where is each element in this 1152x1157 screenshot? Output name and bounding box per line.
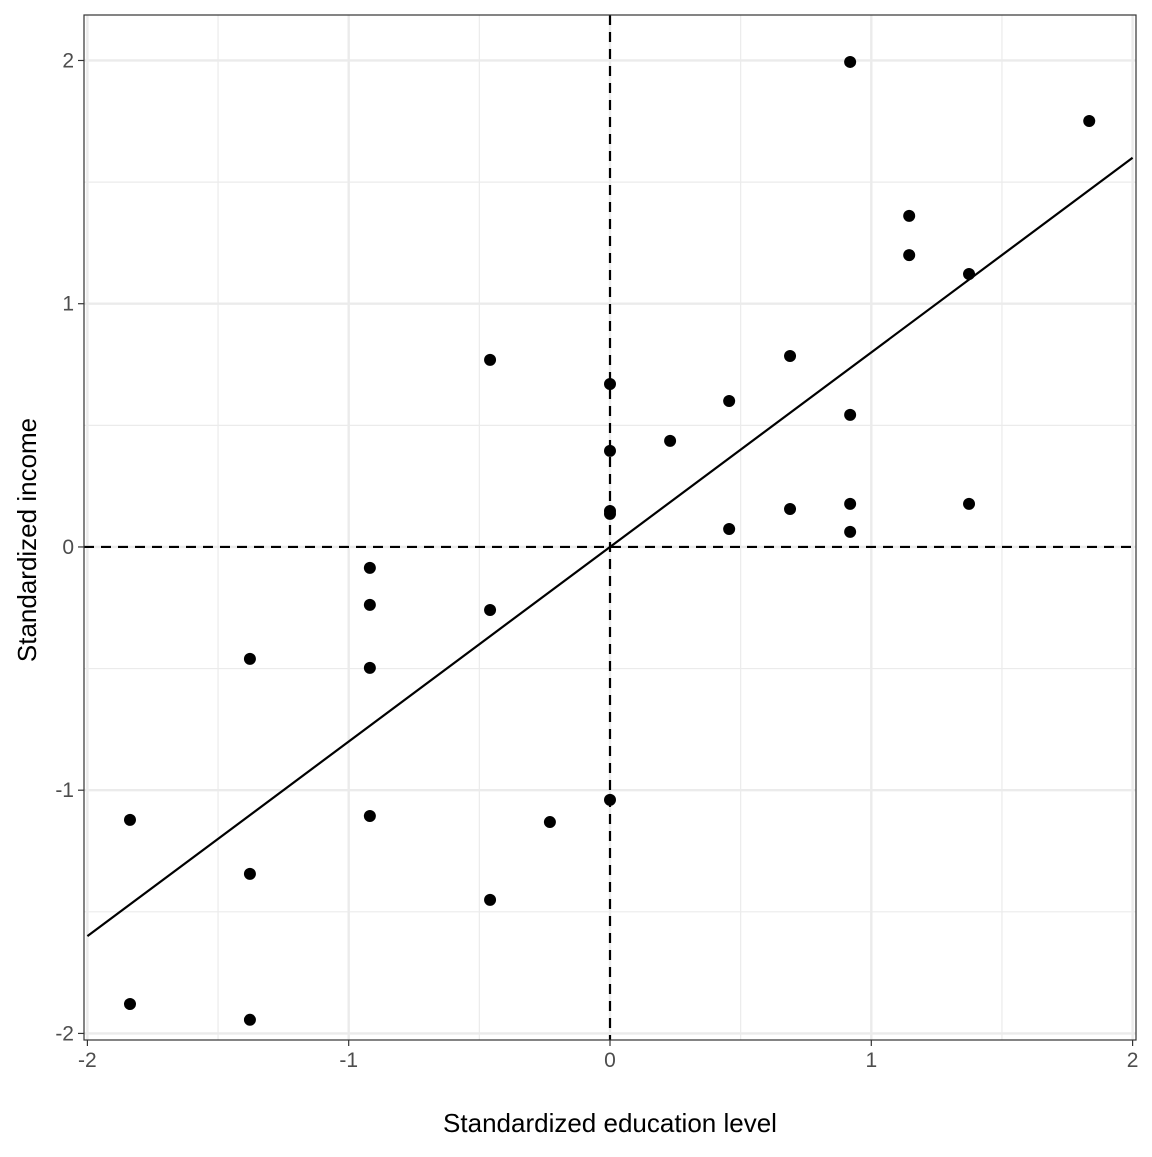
data-point (604, 377, 616, 390)
data-point (243, 1013, 256, 1026)
x-tick-label: -2 (78, 1049, 97, 1072)
data-point (604, 444, 616, 457)
data-point (1083, 115, 1096, 128)
x-tick-label: -1 (339, 1049, 358, 1072)
ticks: -2 -1 0 1 2 -2 -1 0 1 2 (55, 49, 1138, 1072)
data-point (844, 55, 857, 68)
data-point (844, 408, 857, 421)
reference-lines (84, 15, 1136, 1040)
x-axis-label: Standardized education level (443, 1108, 777, 1138)
data-point (484, 893, 497, 906)
data-point (963, 268, 976, 281)
data-point (363, 809, 376, 822)
y-axis-label: Standardized income (12, 418, 42, 662)
data-point (363, 661, 376, 674)
x-tick-label: 1 (865, 1049, 877, 1072)
regression-line (86, 156, 1134, 938)
y-tick-label: 1 (62, 293, 74, 316)
data-point (484, 353, 497, 366)
data-point (784, 350, 797, 363)
data-point (903, 249, 916, 262)
points (123, 55, 1096, 1026)
data-point (243, 652, 256, 665)
data-point (363, 598, 376, 611)
data-point (604, 507, 616, 520)
data-point (363, 561, 376, 574)
data-point (484, 603, 497, 616)
data-point (723, 522, 736, 535)
data-point (844, 525, 857, 538)
x-tick-label: 2 (1127, 1049, 1139, 1072)
data-point (723, 395, 736, 408)
data-point (243, 867, 256, 880)
data-point (784, 503, 797, 516)
y-tick-label: -1 (55, 779, 74, 802)
data-point (543, 816, 556, 829)
y-tick-label: 0 (62, 536, 74, 559)
data-point (123, 813, 136, 826)
data-point (664, 434, 677, 447)
y-tick-label: 2 (62, 49, 74, 72)
data-point (903, 209, 916, 222)
data-point (844, 497, 857, 510)
data-point (963, 497, 976, 510)
data-point (604, 793, 616, 806)
data-point (123, 998, 136, 1011)
y-tick-label: -2 (55, 1022, 74, 1045)
x-tick-label: 0 (604, 1049, 616, 1072)
fit-line-group (86, 156, 1134, 938)
